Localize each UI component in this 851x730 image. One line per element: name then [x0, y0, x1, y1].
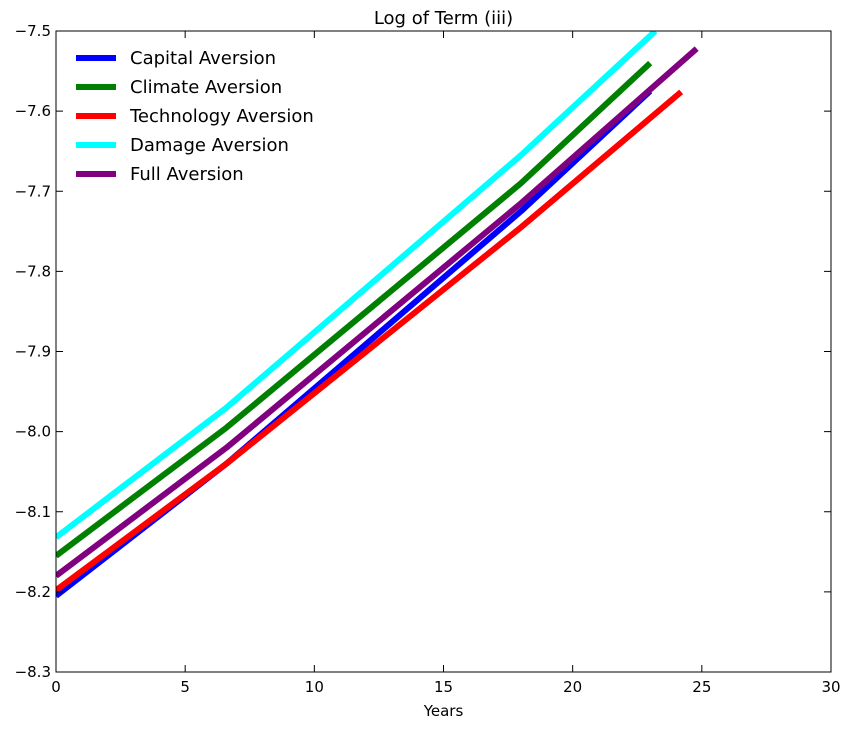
legend: Capital Aversion Climate Aversion Technolo…: [76, 48, 314, 185]
x-tick-label: 20: [563, 678, 582, 696]
legend-label: Climate Aversion: [130, 77, 282, 98]
y-tick-label: −7.6: [15, 102, 51, 120]
series-line-damage-aversion: [56, 31, 658, 540]
series-line-full-aversion: [56, 46, 699, 579]
x-tick-label: 10: [305, 678, 324, 696]
x-tick-label: 25: [692, 678, 711, 696]
legend-entry: Technology Aversion: [76, 106, 314, 127]
y-tick-label: −7.5: [15, 22, 51, 40]
y-tick-label: −7.7: [15, 182, 51, 200]
legend-label: Capital Aversion: [130, 48, 276, 69]
chart-title: Log of Term (iii): [374, 8, 513, 29]
legend-entry: Climate Aversion: [76, 77, 282, 98]
legend-entry: Capital Aversion: [76, 48, 276, 69]
legend-label: Technology Aversion: [129, 106, 314, 127]
y-tick-label: −8.2: [15, 583, 51, 601]
y-tick-label: −8.3: [15, 663, 51, 681]
series-line-technology-aversion: [56, 89, 684, 593]
x-axis-label: Years: [423, 702, 464, 720]
legend-entry: Full Aversion: [76, 164, 244, 185]
y-tick-label: −7.8: [15, 262, 51, 280]
series-line-climate-aversion: [56, 60, 653, 559]
y-tick-label: −8.0: [15, 423, 51, 441]
x-tick-label: 0: [51, 678, 61, 696]
y-tick-label: −7.9: [15, 343, 51, 361]
x-tick-label: 15: [434, 678, 453, 696]
legend-entry: Damage Aversion: [76, 135, 289, 156]
y-tick-label: −8.1: [15, 503, 51, 521]
x-tick-label: 30: [821, 678, 840, 696]
series-layer: [56, 31, 699, 599]
x-tick-label: 5: [180, 678, 190, 696]
ticks-layer: 0 5 10 15 20 25 30 −8.3 −8.2 −8.1 −8.0 −7.9 −7.8 −7.7…: [15, 22, 841, 696]
legend-label: Full Aversion: [130, 164, 244, 185]
legend-label: Damage Aversion: [130, 135, 289, 156]
